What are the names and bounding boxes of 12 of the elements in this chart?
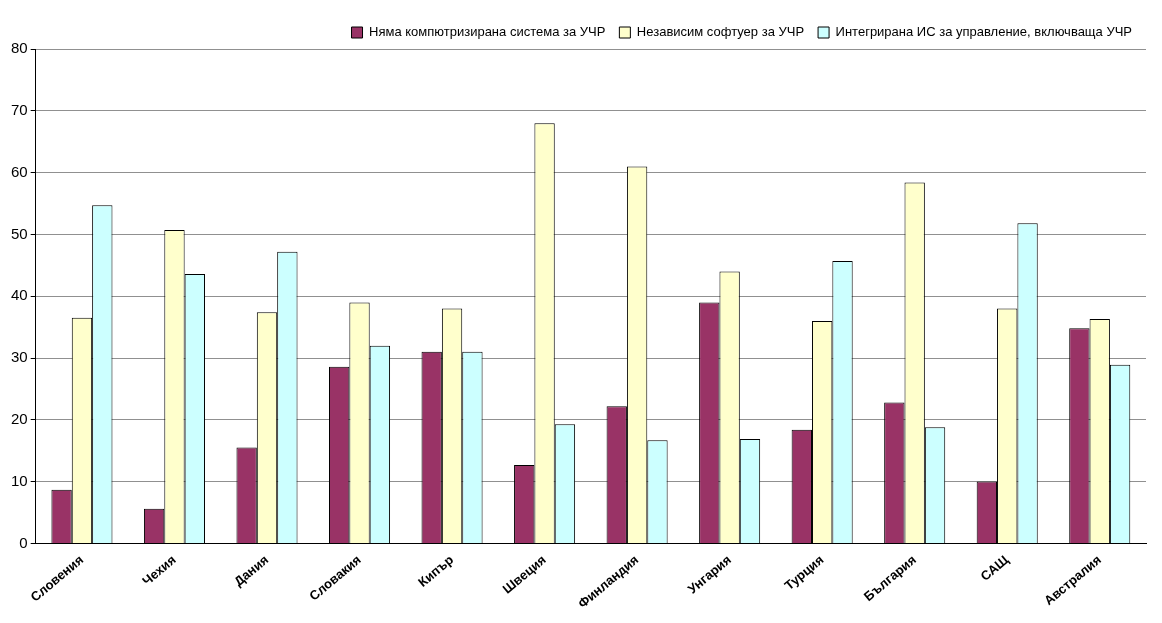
y-tick-label: 30 [11,348,28,366]
legend-label: Няма компютризирана система за УЧР [369,24,606,40]
y-tick-label: 80 [11,39,28,57]
legend-label: Независим софтуер за УЧР [636,24,805,40]
y-tick-label: 10 [11,471,28,489]
y-tick-label: 0 [19,533,28,551]
y-tick-label: 20 [11,409,28,427]
legend-label: Интегрирана ИС за управление, включваща УЧР [835,24,1133,40]
y-tick-label: 50 [11,224,28,242]
y-tick-label: 70 [11,100,28,118]
y-tick-label: 60 [11,162,28,180]
y-tick-label: 40 [11,286,28,304]
